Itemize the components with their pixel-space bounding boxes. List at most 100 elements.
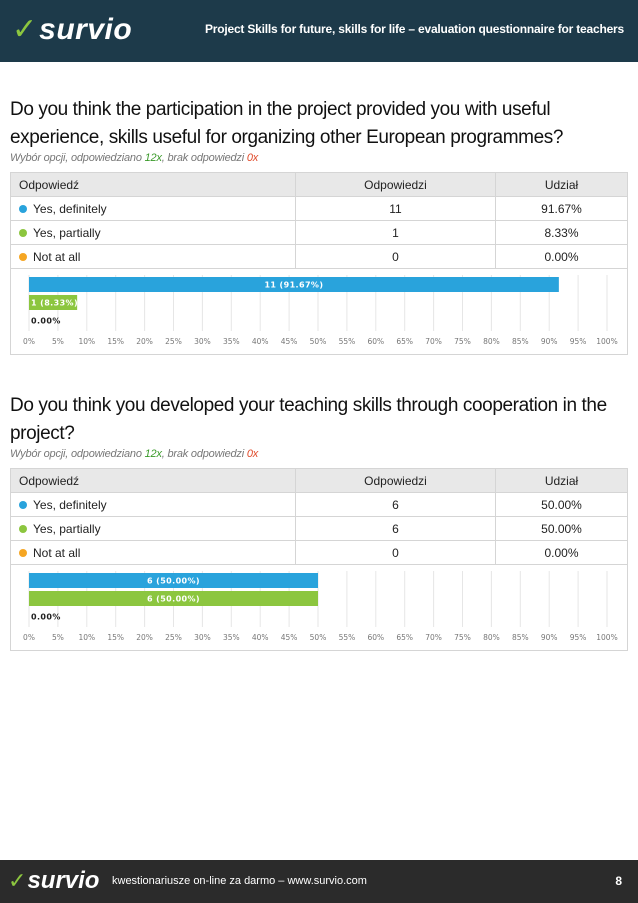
x-tick-label: 55% (339, 633, 356, 642)
answer-share: 0.00% (495, 540, 628, 565)
question-title: Do you think you developed your teaching… (10, 395, 607, 444)
chart-svg: 0% 5% 10% 15% 20% 25% 30% 35% 40% 45% 50% 55% 60% 65%… (23, 275, 618, 346)
x-tick-label: 85% (512, 337, 529, 346)
x-tick-label: 25% (165, 633, 182, 642)
x-tick-label: 15% (107, 633, 124, 642)
x-tick-label: 65% (396, 633, 413, 642)
bar (29, 573, 318, 588)
bar-chart-2: 0% 5% 10% 15% 20% 25% 30% 35% 40% 45% 50% 55% 60% 65%… (10, 565, 628, 651)
survio-logo: ✓ survio (8, 867, 99, 895)
data-label: 6 (50.00%) (147, 577, 200, 586)
page-footer: ✓ survio kwestionariusze on-line za darm… (0, 860, 638, 903)
answer-label: Not at all (33, 545, 81, 560)
x-tick-label: 20% (136, 337, 153, 346)
x-tick-label: 60% (367, 633, 384, 642)
column-header-responses: Odpowiedzi (295, 172, 496, 197)
data-label: 0.00% (31, 613, 61, 622)
answer-share: 0.00% (495, 244, 628, 269)
table-row: Yes, definitely 6 50.00% (10, 492, 628, 517)
answers-table: Odpowiedź Odpowiedzi Udział Yes, definit… (10, 468, 628, 565)
bullet-icon (19, 524, 27, 533)
x-tick-label: 30% (194, 633, 211, 642)
x-tick-label: 80% (483, 337, 500, 346)
question-block-1: Do you think the participation in the pr… (10, 96, 628, 355)
x-tick-label: 95% (570, 633, 587, 642)
table-row: Yes, partially 1 8.33% (10, 220, 628, 245)
column-header-share: Udział (495, 468, 628, 493)
answers-table: Odpowiedź Odpowiedzi Udział Yes, definit… (10, 172, 628, 269)
x-tick-label: 40% (252, 633, 269, 642)
bullet-icon (19, 548, 27, 557)
answer-share: 50.00% (495, 492, 628, 517)
x-tick-label: 45% (281, 337, 298, 346)
x-tick-label: 80% (483, 633, 500, 642)
answer-count: 0 (295, 540, 496, 565)
x-tick-label: 45% (281, 633, 298, 642)
unanswered-count: 0x (246, 152, 259, 164)
table-row: Yes, partially 6 50.00% (10, 516, 628, 541)
table-header-row: Odpowiedź Odpowiedzi Udział (10, 468, 628, 493)
answer-label: Yes, definitely (33, 201, 107, 216)
table-header-row: Odpowiedź Odpowiedzi Udział (10, 172, 628, 197)
answered-count: 12x (144, 448, 162, 460)
answer-count: 1 (295, 220, 496, 245)
checkmark-icon: ✓ (8, 868, 27, 894)
page-header: ✓ survio Project Skills for future, skil… (0, 0, 638, 62)
column-header-responses: Odpowiedzi (295, 468, 496, 493)
x-tick-label: 20% (136, 633, 153, 642)
data-label: 1 (8.33%) (31, 299, 78, 308)
x-tick-label: 0% (23, 633, 35, 642)
bar (29, 277, 559, 292)
x-tick-label: 90% (541, 633, 558, 642)
bullet-icon (19, 252, 27, 261)
x-tick-label: 90% (541, 337, 558, 346)
data-label: 11 (91.67%) (264, 281, 323, 290)
meta-prefix: Wybór opcji, odpowiedziano (10, 152, 145, 164)
x-tick-label: 75% (454, 633, 471, 642)
answered-count: 12x (144, 152, 162, 164)
survey-title: Project Skills for future, skills for li… (204, 22, 624, 36)
x-tick-label: 5% (52, 337, 64, 346)
x-tick-label: 35% (223, 337, 240, 346)
x-tick-label: 50% (310, 633, 327, 642)
question-meta: Wybór opcji, odpowiedziano 12x, brak odp… (10, 448, 628, 460)
bar-chart-1: 0% 5% 10% 15% 20% 25% 30% 35% 40% 45% 50% 55% 60% 65%… (10, 269, 628, 355)
x-tick-label: 100% (596, 337, 617, 346)
answer-share: 91.67% (495, 196, 628, 221)
x-tick-label: 10% (78, 337, 95, 346)
page-number: 8 (615, 874, 622, 888)
x-tick-label: 40% (252, 337, 269, 346)
table-row: Not at all 0 0.00% (10, 244, 628, 269)
table-row: Not at all 0 0.00% (10, 540, 628, 565)
x-tick-label: 0% (23, 337, 35, 346)
bar (29, 295, 78, 310)
x-tick-label: 70% (425, 633, 442, 642)
x-tick-label: 95% (570, 337, 587, 346)
meta-mid: , brak odpowiedzi (161, 152, 247, 164)
meta-mid: , brak odpowiedzi (161, 448, 247, 460)
question-title: Do you think the participation in the pr… (10, 99, 564, 148)
data-label: 0.00% (31, 317, 61, 326)
table-row: Yes, definitely 11 91.67% (10, 196, 628, 221)
x-tick-label: 60% (367, 337, 384, 346)
x-tick-label: 25% (165, 337, 182, 346)
x-tick-label: 75% (454, 337, 471, 346)
answer-count: 6 (295, 516, 496, 541)
bar (29, 591, 318, 606)
answer-share: 50.00% (495, 516, 628, 541)
answer-label: Yes, definitely (33, 497, 107, 512)
x-tick-label: 35% (223, 633, 240, 642)
answer-count: 11 (295, 196, 496, 221)
x-tick-label: 30% (194, 337, 211, 346)
data-label: 6 (50.00%) (147, 595, 200, 604)
answer-count: 6 (295, 492, 496, 517)
bullet-icon (19, 500, 27, 509)
x-tick-label: 15% (107, 337, 124, 346)
x-tick-label: 55% (339, 337, 356, 346)
answer-label: Yes, partially (33, 521, 101, 536)
x-tick-label: 65% (396, 337, 413, 346)
meta-prefix: Wybór opcji, odpowiedziano (10, 448, 145, 460)
survio-logo: ✓ survio (12, 12, 132, 47)
logo-text: survio (39, 12, 133, 46)
logo-text: survio (27, 867, 100, 894)
